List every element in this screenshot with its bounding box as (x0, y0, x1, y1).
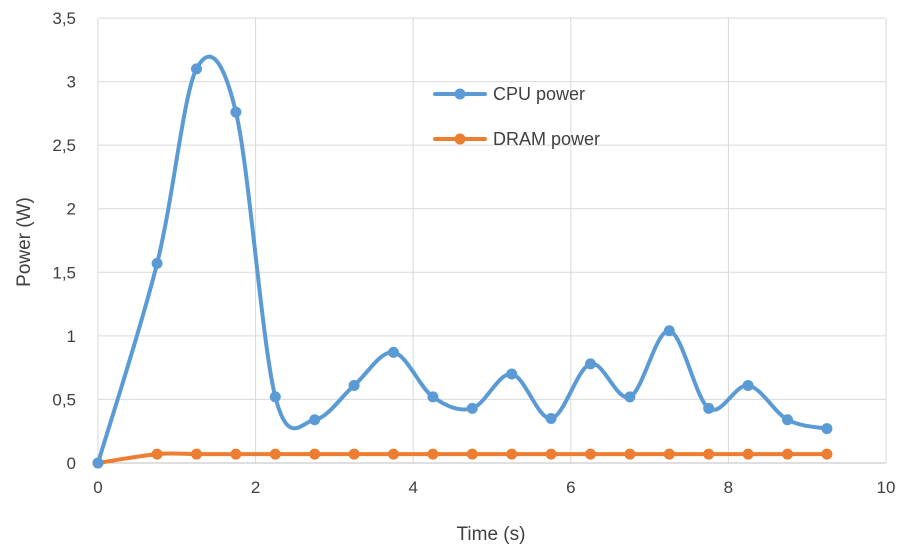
data-point (585, 448, 596, 460)
series-layer (92, 54, 833, 469)
legend: CPU power DRAM power (433, 84, 600, 149)
data-point (703, 402, 715, 414)
data-point (151, 257, 163, 269)
data-point (585, 358, 596, 370)
series-cpu-power (92, 54, 833, 469)
data-point (624, 448, 636, 460)
legend-label: DRAM power (493, 129, 600, 149)
x-tick-label: 10 (877, 478, 896, 497)
legend-item: CPU power (433, 84, 585, 104)
data-point (663, 448, 675, 460)
data-point (388, 346, 399, 358)
y-tick-label: 2,5 (52, 136, 76, 155)
data-point (309, 448, 321, 460)
data-point (348, 448, 360, 460)
data-point (821, 423, 833, 435)
x-tick-label: 2 (251, 478, 260, 497)
data-point (506, 448, 518, 460)
data-point (742, 448, 754, 460)
data-point (821, 448, 833, 460)
data-point (269, 391, 281, 403)
series-line (96, 451, 829, 465)
legend-swatch-marker (454, 133, 466, 145)
data-point (782, 448, 793, 460)
y-axis-title: Power (W) (14, 197, 35, 287)
grid-layer (98, 17, 887, 463)
data-point (92, 457, 104, 469)
y-tick-label: 3,5 (52, 9, 76, 28)
x-tick-label: 0 (93, 478, 102, 497)
data-point (191, 448, 202, 460)
y-tick-label: 2 (67, 200, 76, 219)
x-tick-label: 4 (408, 478, 417, 497)
x-tick-label: 6 (566, 478, 575, 497)
data-point (427, 448, 439, 460)
data-point (506, 368, 518, 380)
y-tick-label: 3 (67, 73, 76, 92)
data-point (388, 448, 399, 460)
y-tick-label: 0 (67, 454, 76, 473)
legend-label: CPU power (493, 84, 585, 104)
series-line (96, 54, 829, 465)
data-point (269, 448, 281, 460)
data-point (151, 448, 163, 460)
data-point (742, 379, 754, 391)
data-point (348, 379, 360, 391)
data-point (230, 448, 242, 460)
series-dram-power (92, 448, 833, 469)
data-point (466, 448, 478, 460)
data-point (466, 402, 478, 414)
data-point (663, 325, 675, 337)
legend-swatch-marker (454, 88, 466, 100)
data-point (545, 448, 557, 460)
y-tick-label: 0,5 (52, 390, 76, 409)
data-point (191, 63, 202, 75)
data-point (230, 106, 242, 118)
data-point (545, 413, 557, 424)
data-point (309, 414, 321, 426)
data-point (782, 414, 793, 426)
x-axis-title: Time (s) (457, 524, 526, 545)
legend-item: DRAM power (433, 129, 600, 149)
data-point (624, 391, 636, 403)
data-point (703, 448, 715, 460)
data-point (427, 391, 439, 403)
y-tick-label: 1 (67, 327, 76, 346)
y-tick-label: 1,5 (52, 263, 76, 282)
axis-layer: 0 0,5 1 1,5 2 2,5 3 3,5 0 2 4 6 8 10 (52, 9, 895, 497)
x-tick-label: 8 (724, 478, 733, 497)
